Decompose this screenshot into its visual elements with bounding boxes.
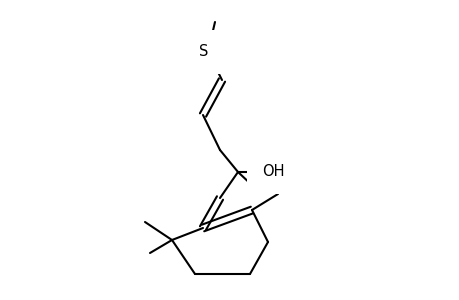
Text: OH: OH [262,164,284,179]
Text: S: S [198,44,207,59]
